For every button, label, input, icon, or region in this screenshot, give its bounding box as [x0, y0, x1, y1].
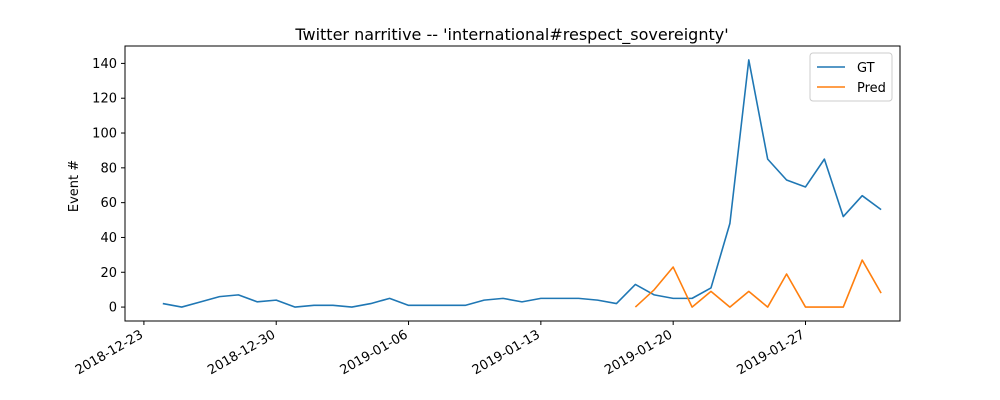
y-tick-label: 40 — [100, 231, 117, 246]
series-line-gt — [162, 59, 882, 308]
plot-area — [124, 45, 901, 322]
y-tick-label: 80 — [100, 161, 117, 176]
legend-label-pred: Pred — [857, 81, 886, 96]
legend-label-gt: GT — [857, 61, 875, 76]
y-tick-label: 120 — [92, 92, 117, 107]
x-tick-label: 2019-01-06 — [338, 327, 411, 378]
legend-box — [809, 52, 893, 102]
x-tick-label: 2018-12-30 — [205, 327, 278, 378]
series-line-pred — [634, 259, 882, 308]
legend: GT Pred — [809, 52, 893, 102]
x-axis: 2018-12-23 2018-12-30 2019-01-06 2019-01-13… — [73, 321, 808, 378]
y-axis-label: Event # — [67, 160, 82, 212]
chart-title: Twitter narritive -- 'international#resp… — [294, 25, 728, 45]
y-tick-label: 100 — [92, 127, 117, 142]
x-tick-label: 2019-01-20 — [602, 327, 675, 378]
y-axis: 0 20 40 60 80 100 120 140 — [92, 57, 125, 316]
series-layer — [162, 59, 882, 308]
x-tick-label: 2018-12-23 — [73, 327, 146, 378]
x-tick-label: 2019-01-13 — [470, 327, 543, 378]
y-tick-label: 20 — [100, 266, 117, 281]
y-tick-label: 60 — [100, 196, 117, 211]
y-tick-label: 0 — [109, 301, 117, 316]
x-tick-label: 2019-01-27 — [735, 327, 808, 378]
y-tick-label: 140 — [92, 57, 117, 72]
